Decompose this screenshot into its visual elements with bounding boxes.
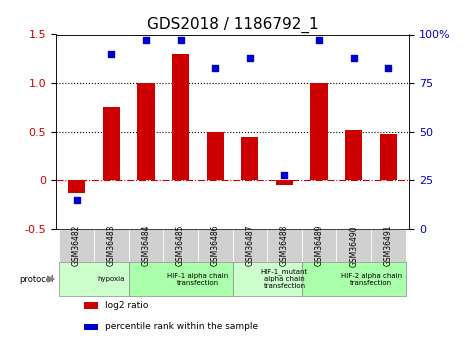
FancyBboxPatch shape <box>302 263 406 296</box>
Bar <box>311 83 328 180</box>
Point <box>142 38 150 43</box>
Text: HIF-2 alpha chain
transfection: HIF-2 alpha chain transfection <box>340 273 402 286</box>
Bar <box>84 324 98 330</box>
Text: HIF-1_mutant
alpha chain
transfection: HIF-1_mutant alpha chain transfection <box>261 269 308 289</box>
Point <box>246 55 253 61</box>
Text: GSM36482: GSM36482 <box>72 225 81 266</box>
Text: hypoxia: hypoxia <box>98 276 125 282</box>
FancyBboxPatch shape <box>59 229 94 263</box>
Text: percentile rank within the sample: percentile rank within the sample <box>105 322 259 331</box>
Text: HIF-1 alpha chain
transfection: HIF-1 alpha chain transfection <box>167 273 228 286</box>
Point <box>350 55 358 61</box>
FancyBboxPatch shape <box>267 229 302 263</box>
Point <box>212 65 219 70</box>
Bar <box>172 54 189 180</box>
FancyBboxPatch shape <box>232 229 267 263</box>
Text: log2 ratio: log2 ratio <box>105 301 149 310</box>
Bar <box>345 130 362 180</box>
FancyBboxPatch shape <box>94 229 128 263</box>
Bar <box>276 180 293 185</box>
FancyBboxPatch shape <box>302 229 337 263</box>
FancyBboxPatch shape <box>232 263 302 296</box>
Text: GSM36489: GSM36489 <box>315 225 324 266</box>
Point <box>73 197 80 203</box>
FancyBboxPatch shape <box>337 229 371 263</box>
Point <box>315 38 323 43</box>
Text: GSM36490: GSM36490 <box>349 225 358 267</box>
Text: GSM36486: GSM36486 <box>211 225 219 266</box>
Bar <box>206 132 224 180</box>
Text: GSM36484: GSM36484 <box>141 225 150 266</box>
Text: GSM36487: GSM36487 <box>246 225 254 266</box>
Bar <box>241 137 259 180</box>
Bar <box>68 180 85 193</box>
Text: GSM36483: GSM36483 <box>107 225 116 266</box>
Point <box>177 38 184 43</box>
FancyBboxPatch shape <box>59 263 128 296</box>
Bar <box>84 302 98 308</box>
FancyBboxPatch shape <box>371 229 406 263</box>
Point <box>385 65 392 70</box>
FancyBboxPatch shape <box>128 263 232 296</box>
Bar <box>380 134 397 180</box>
Point <box>281 172 288 177</box>
Text: GSM36485: GSM36485 <box>176 225 185 266</box>
Bar <box>137 83 154 180</box>
Text: protocol: protocol <box>20 275 54 284</box>
Title: GDS2018 / 1186792_1: GDS2018 / 1186792_1 <box>146 17 319 33</box>
FancyBboxPatch shape <box>128 229 163 263</box>
FancyBboxPatch shape <box>163 229 198 263</box>
Point <box>107 51 115 57</box>
Bar <box>103 107 120 180</box>
Text: GSM36491: GSM36491 <box>384 225 393 266</box>
Text: GSM36488: GSM36488 <box>280 225 289 266</box>
FancyBboxPatch shape <box>198 229 232 263</box>
